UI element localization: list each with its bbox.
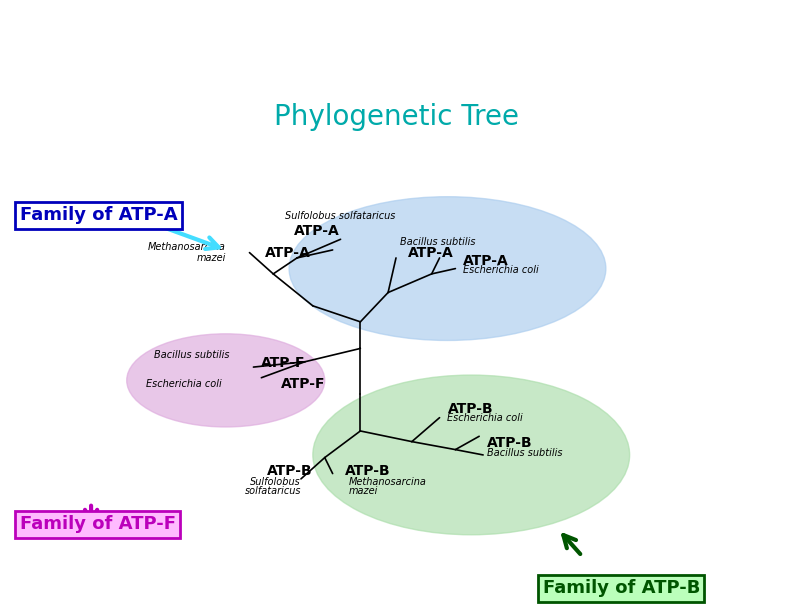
Text: solfataricus: solfataricus — [245, 485, 301, 496]
Text: Methanosarcina: Methanosarcina — [348, 477, 426, 487]
Text: ATP-A: ATP-A — [294, 225, 340, 238]
Text: ATP-F: ATP-F — [261, 356, 306, 370]
Text: ATP-F: ATP-F — [281, 377, 326, 391]
Text: Bacillus subtilis: Bacillus subtilis — [154, 350, 230, 360]
Text: Family of ATP-B: Family of ATP-B — [543, 579, 700, 597]
Text: Bacillus subtilis: Bacillus subtilis — [400, 237, 475, 247]
Text: Escherichia coli: Escherichia coli — [447, 412, 524, 423]
Text: ATP-A: ATP-A — [265, 245, 311, 259]
Text: Family of ATP-F: Family of ATP-F — [20, 515, 176, 533]
Text: Sulfolobus solfataricus: Sulfolobus solfataricus — [285, 211, 396, 221]
Text: mazei: mazei — [196, 253, 226, 263]
Text: ATP-A: ATP-A — [408, 245, 454, 259]
Text: Families of ATP-synthases: Families of ATP-synthases — [131, 23, 661, 57]
Text: Escherichia coli: Escherichia coli — [463, 264, 539, 275]
Text: ATP-B: ATP-B — [345, 464, 390, 478]
Ellipse shape — [127, 334, 325, 427]
Text: Escherichia coli: Escherichia coli — [146, 379, 222, 389]
Text: ATP-A: ATP-A — [463, 253, 509, 267]
Ellipse shape — [289, 196, 606, 340]
Text: Family of ATP-A: Family of ATP-A — [20, 206, 177, 225]
Text: Bacillus subtilis: Bacillus subtilis — [487, 449, 562, 458]
Text: mazei: mazei — [348, 485, 378, 496]
Text: ATP-B: ATP-B — [267, 464, 313, 478]
Text: ATP-B: ATP-B — [487, 436, 533, 450]
Text: Phylogenetic Tree: Phylogenetic Tree — [273, 103, 519, 131]
Ellipse shape — [313, 375, 630, 535]
Text: Sulfolobus: Sulfolobus — [250, 477, 301, 487]
Text: ATP-B: ATP-B — [447, 401, 493, 416]
Text: Methanosarcina: Methanosarcina — [148, 242, 226, 252]
